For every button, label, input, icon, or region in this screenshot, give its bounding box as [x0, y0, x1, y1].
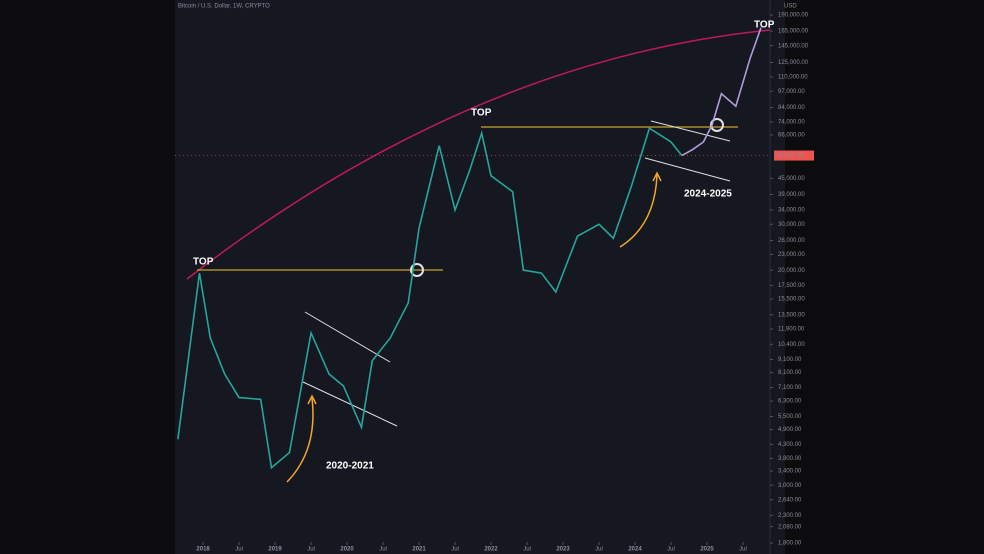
y-tick-label: 11,900.00 [778, 327, 805, 333]
x-tick-label: 2019 [268, 547, 282, 553]
resistance-curve [186, 29, 771, 280]
x-tick-label: 2025 [700, 547, 714, 553]
y-tick-label: 8,100.00 [778, 370, 802, 376]
chart-title: Bitcoin / U.S. Dollar, 1W, CRYPTO [178, 4, 270, 10]
y-tick-label: 6,300.00 [778, 399, 802, 405]
annotation: 2024-2025 [684, 189, 732, 200]
y-tick-label: 2,080.00 [778, 524, 802, 530]
annotation: TOP [754, 20, 775, 31]
x-tick-label: 2023 [556, 547, 570, 553]
y-tick-label: 13,500.00 [778, 312, 805, 318]
y-tick-label: 145,000.00 [778, 43, 809, 49]
y-tick-label: 45,000.00 [778, 176, 805, 182]
annotation: TOP [193, 257, 214, 268]
y-tick-label: 66,000.00 [778, 132, 805, 138]
y-tick-label: 3,800.00 [778, 456, 802, 462]
y-tick-label: 84,000.00 [778, 105, 805, 111]
x-tick-label: Jul [379, 547, 387, 553]
channel-line [302, 381, 398, 427]
x-tick-label: 2021 [412, 547, 426, 553]
highlight-circle [710, 118, 724, 132]
y-tick-label: 5,500.00 [778, 414, 802, 420]
y-tick-label: 110,000.00 [778, 75, 808, 81]
y-tick-label: 2,640.00 [778, 497, 802, 503]
highlight-circle [410, 263, 424, 277]
channel-line [304, 311, 391, 363]
y-tick-label: 190,000.00 [778, 13, 809, 19]
y-tick-label: 15,500.00 [778, 297, 805, 303]
y-unit: USD [784, 4, 797, 10]
x-tick-label: Jul [523, 547, 531, 553]
channel-line [644, 157, 731, 182]
y-tick-label: 9,100.00 [778, 357, 802, 363]
annotation: TOP [471, 108, 492, 119]
x-tick-label: Jul [451, 547, 459, 553]
y-tick-label: 2,300.00 [778, 513, 802, 519]
channel-line [650, 120, 731, 142]
y-tick-label: 74,000.00 [778, 120, 805, 126]
current-price-box [774, 150, 814, 161]
y-tick-label: 4,900.00 [778, 427, 802, 433]
y-tick-label: 26,000.00 [778, 238, 805, 244]
x-tick-label: 2020 [340, 547, 354, 553]
current-price-label: 55,217.00 [777, 153, 804, 159]
y-tick-label: 97,000.00 [778, 89, 805, 95]
arrow [286, 397, 314, 483]
arrow [619, 174, 658, 248]
y-tick-label: 23,000.00 [778, 252, 805, 258]
y-tick-label: 165,000.00 [778, 29, 809, 35]
y-tick-label: 34,000.00 [778, 208, 805, 214]
y-tick-label: 125,000.00 [778, 60, 809, 66]
y-tick-label: 10,400.00 [778, 342, 805, 348]
y-tick-label: 30,000.00 [778, 222, 805, 228]
arrow-head [652, 171, 662, 182]
y-tick-label: 3,400.00 [778, 469, 802, 475]
y-tick-label: 7,100.00 [778, 385, 802, 391]
x-tick-label: Jul [739, 547, 747, 553]
annotation: 2020-2021 [326, 461, 374, 472]
price-line [681, 27, 762, 157]
y-tick-label: 1,800.00 [778, 541, 802, 547]
y-tick-label: 17,500.00 [778, 283, 805, 289]
arrow-head [307, 394, 317, 405]
x-tick-label: Jul [667, 547, 675, 553]
x-tick-label: 2024 [628, 547, 642, 553]
x-tick-label: 2018 [196, 547, 210, 553]
x-tick-label: Jul [307, 547, 315, 553]
x-tick-label: Jul [595, 547, 603, 553]
y-tick-label: 4,300.00 [778, 442, 802, 448]
x-tick-label: Jul [235, 547, 243, 553]
y-tick-label: 3,000.00 [778, 483, 802, 489]
chart-background [175, 0, 785, 554]
y-tick-label: 20,000.00 [778, 268, 805, 274]
price-line [177, 126, 683, 470]
x-tick-label: 2022 [484, 547, 498, 553]
y-tick-label: 39,000.00 [778, 192, 805, 198]
